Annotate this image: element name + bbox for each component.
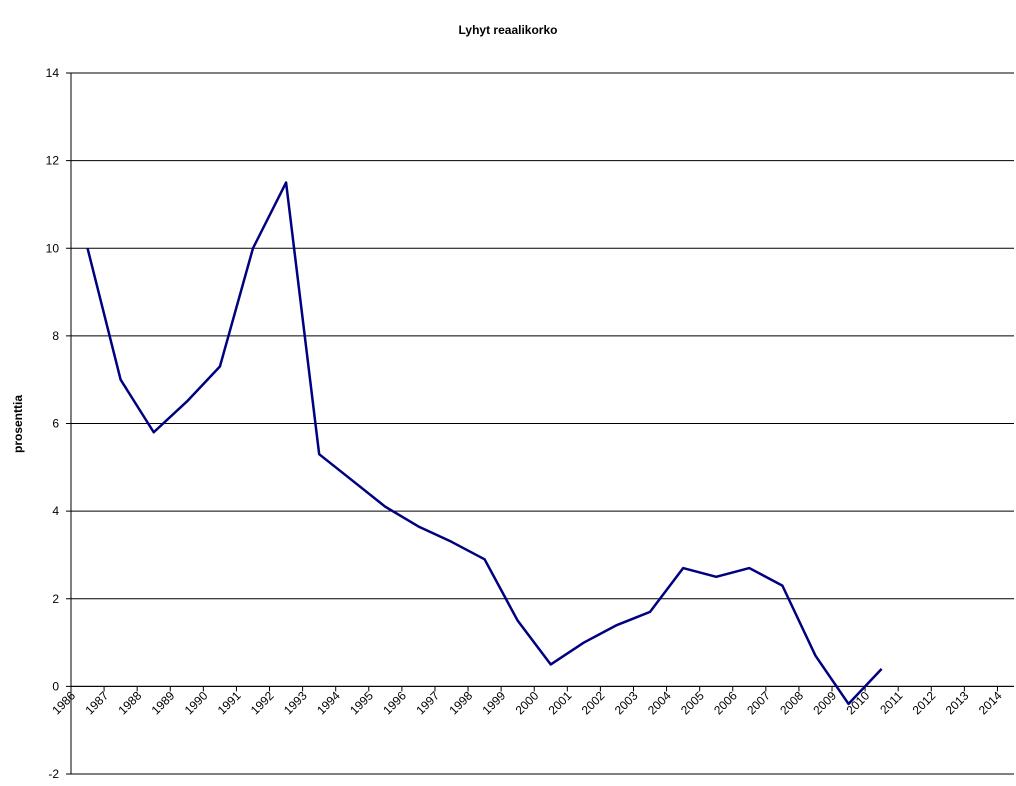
x-tick-label: 2000: [513, 688, 542, 717]
y-tick-label: 0: [52, 679, 59, 693]
x-tick-label: 2014: [976, 688, 1005, 717]
x-tick-label: 1990: [182, 688, 211, 717]
data-line: [86, 181, 883, 706]
x-tick-label: 1991: [215, 688, 244, 717]
x-tick-label: 2003: [612, 688, 641, 717]
x-tick-label: 2007: [744, 688, 773, 717]
x-tick-label: 1998: [446, 688, 475, 717]
y-tick-label: 2: [52, 592, 59, 606]
x-tick-label: 2001: [546, 688, 575, 717]
y-tick-label: 14: [46, 66, 60, 80]
y-tick-label: -2: [48, 767, 59, 781]
x-tick-label: 1999: [479, 688, 508, 717]
chart-title: Lyhyt reaalikorko: [459, 23, 558, 37]
x-tick-label: 1992: [248, 688, 277, 717]
x-tick-label: 2006: [711, 688, 740, 717]
x-tick-label: 2011: [877, 688, 905, 716]
x-tick-label: 1987: [82, 688, 111, 717]
x-tick-label: 2002: [579, 688, 608, 717]
x-tick-label: 2009: [810, 688, 839, 717]
y-tick-label: 4: [52, 504, 59, 518]
x-tick-label: 2004: [645, 688, 674, 717]
x-tick-label: 2012: [910, 688, 939, 717]
x-tick-label: 1997: [413, 688, 442, 717]
x-tick-label: 1989: [149, 688, 178, 717]
x-tick-label: 1988: [116, 688, 145, 717]
x-tick-label: 1996: [380, 688, 409, 717]
x-tick-label: 1993: [281, 688, 310, 717]
x-tick-label: 2008: [777, 688, 806, 717]
x-tick-label: 2005: [678, 688, 707, 717]
x-tick-label: 2013: [943, 688, 972, 717]
y-tick-label: 12: [46, 154, 60, 168]
x-tick-label: 1994: [314, 688, 343, 717]
y-tick-label: 10: [46, 241, 60, 255]
y-tick-label: 6: [52, 417, 59, 431]
x-tick-label: 1995: [347, 688, 376, 717]
y-tick-label: 8: [52, 329, 59, 343]
y-axis-label: prosenttia: [11, 395, 25, 453]
